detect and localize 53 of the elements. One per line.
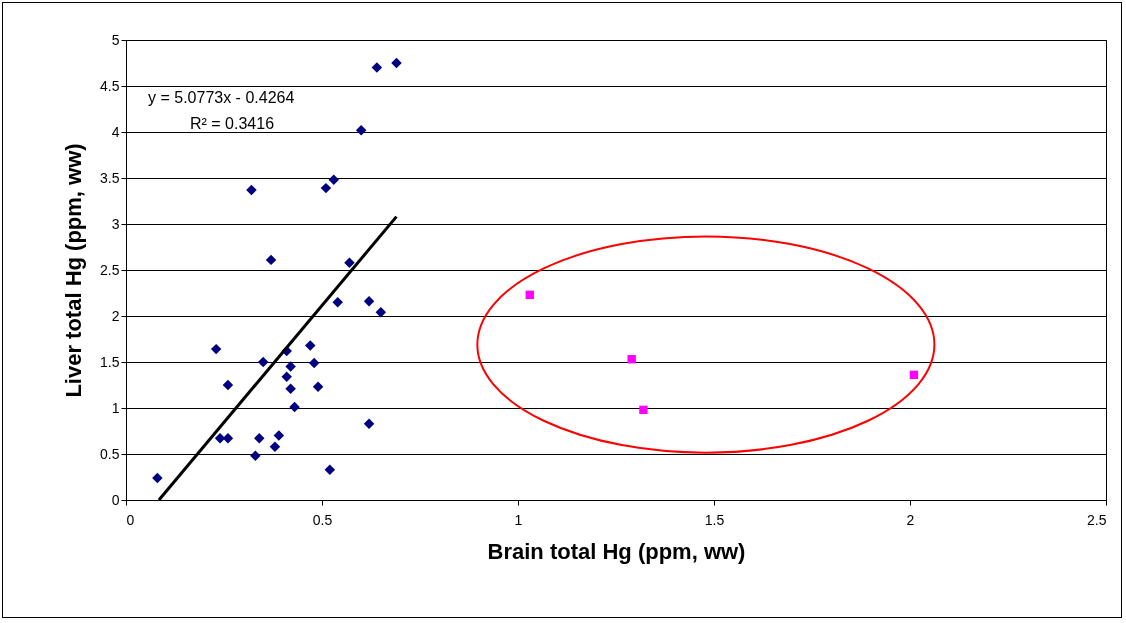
point xyxy=(289,401,300,413)
point xyxy=(525,290,534,300)
point xyxy=(285,361,296,372)
point xyxy=(281,371,292,382)
y-tick-label: 5 xyxy=(111,31,120,48)
point xyxy=(210,343,222,355)
point xyxy=(627,355,636,364)
point xyxy=(639,405,648,415)
y-tick-label: 4 xyxy=(111,123,120,140)
x-tick-label: 0.5 xyxy=(312,511,333,528)
point xyxy=(375,307,387,318)
point xyxy=(250,450,261,462)
x-tick-label: 0 xyxy=(126,511,135,528)
point xyxy=(355,124,367,136)
point xyxy=(254,433,265,444)
y-axis-title: Liver total Hg (ppm, ww) xyxy=(61,143,87,398)
point xyxy=(344,257,355,268)
point xyxy=(312,381,324,393)
point xyxy=(308,357,320,369)
point xyxy=(909,370,919,380)
annotation: R² = 0.3416 xyxy=(190,115,275,132)
point xyxy=(320,182,332,194)
y-tick-label: 0 xyxy=(111,491,120,508)
point xyxy=(391,57,402,69)
y-tick-label: 0.5 xyxy=(100,445,120,462)
x-tick-label: 1.5 xyxy=(704,511,725,528)
x-tick-label: 2.5 xyxy=(1087,511,1107,528)
point xyxy=(285,383,296,394)
point xyxy=(371,62,383,73)
annotation: y = 5.0773x - 0.4264 xyxy=(148,89,295,106)
point xyxy=(269,441,281,452)
point xyxy=(152,472,163,484)
x-axis-title: Brain total Hg (ppm, ww) xyxy=(487,538,746,564)
point xyxy=(257,356,269,368)
y-tick-label: 2.5 xyxy=(100,261,120,278)
point xyxy=(328,174,339,186)
y-tick-label: 1 xyxy=(111,399,120,416)
point xyxy=(265,254,277,266)
y-tick-label: 2 xyxy=(111,307,120,324)
point xyxy=(363,418,375,429)
y-tick-label: 3.5 xyxy=(100,169,120,186)
y-tick-label: 1.5 xyxy=(100,353,120,370)
x-tick-label: 1 xyxy=(514,511,523,528)
point xyxy=(273,430,285,441)
point xyxy=(363,296,375,307)
point xyxy=(246,184,257,196)
x-tick-label: 2 xyxy=(906,511,915,528)
point xyxy=(305,340,316,351)
point xyxy=(332,296,343,308)
y-tick-label: 3 xyxy=(111,215,120,232)
point xyxy=(324,464,336,475)
point xyxy=(222,379,234,391)
y-tick-label: 4.5 xyxy=(100,77,120,94)
